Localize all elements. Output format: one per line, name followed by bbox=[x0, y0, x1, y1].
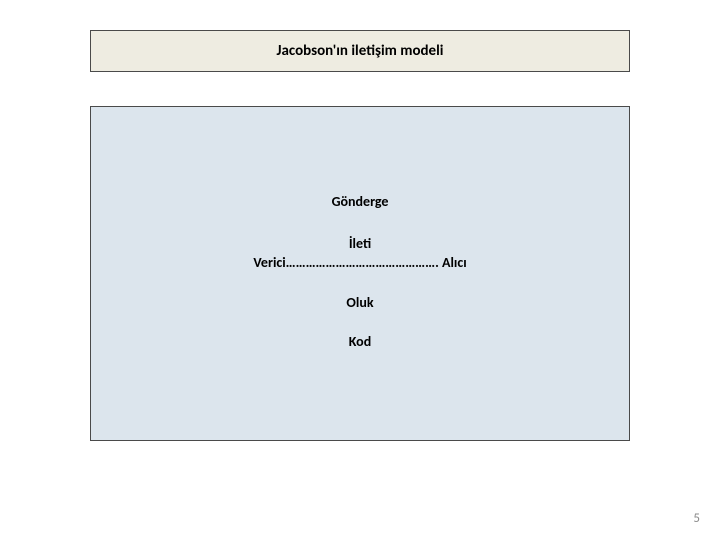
page-number: 5 bbox=[693, 511, 700, 526]
model-verici-alici: Verici………………………………………. Alıcı bbox=[253, 253, 466, 273]
model-oluk: Oluk bbox=[346, 293, 373, 313]
model-kod: Kod bbox=[349, 332, 371, 352]
title-box: Jacobson'ın iletişim modeli bbox=[90, 30, 630, 72]
content-box: Gönderge İleti Verici………………………………………. Al… bbox=[90, 106, 630, 441]
model-gonderge: Gönderge bbox=[332, 192, 389, 212]
slide-title: Jacobson'ın iletişim modeli bbox=[277, 42, 444, 60]
model-ileti: İleti bbox=[349, 234, 371, 254]
